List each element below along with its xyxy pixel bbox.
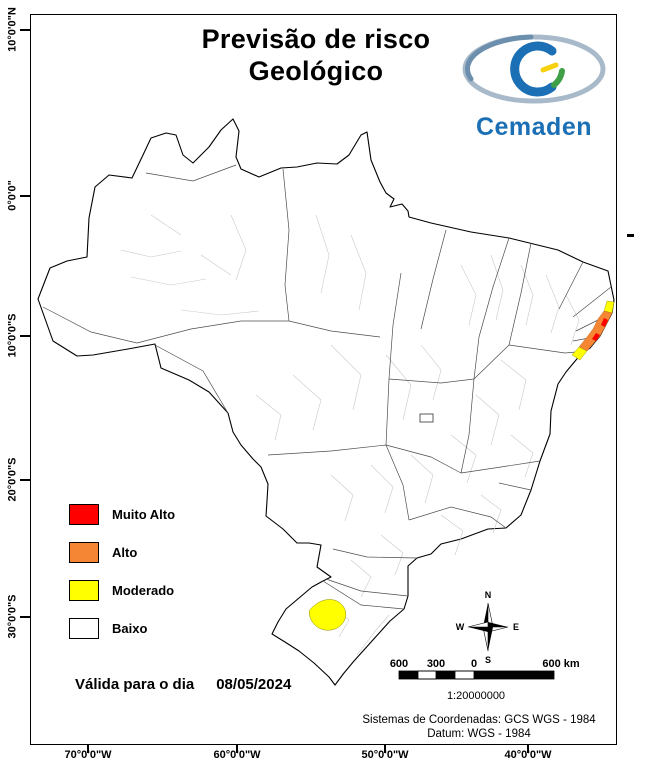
graticule-tick <box>20 479 30 481</box>
map-frame: N S E W 600 300 0 600 km 1:20000000 <box>30 14 617 745</box>
scale-label-600-left: 600 <box>390 658 408 670</box>
legend-label-alto: Alto <box>112 545 138 560</box>
graticule-tick <box>20 195 30 197</box>
risk-area-muito-alto-1 <box>601 318 608 327</box>
legend-item-baixo: Baixo <box>69 618 175 639</box>
legend-item-alto: Alto <box>69 542 175 563</box>
legend-item-moderado: Moderado <box>69 580 175 601</box>
lon-label-70w: 70°0'0"W <box>64 749 112 761</box>
graticule-tick <box>384 745 386 753</box>
lat-label-10s: 10°0'0"S <box>6 313 19 358</box>
map-title-line1: Previsão de risco <box>201 24 431 54</box>
map-footer: Sistemas de Coordenadas: GCS WGS - 1984 … <box>336 713 622 741</box>
legend-swatch-muito-alto <box>69 504 99 525</box>
scale-label-300: 300 <box>427 658 445 670</box>
legend-swatch-moderado <box>69 580 99 601</box>
legend-swatch-alto <box>69 542 99 563</box>
scale-label-0: 0 <box>471 658 477 670</box>
validity-date: 08/05/2024 <box>216 676 292 693</box>
legend-item-muito-alto: Muito Alto <box>69 504 175 525</box>
crs-note: Sistemas de Coordenadas: GCS WGS - 1984 <box>362 714 596 726</box>
risk-area-muito-alto-2 <box>592 333 600 341</box>
graticule-tick <box>20 616 30 618</box>
graticule-tick <box>527 745 529 753</box>
lon-label-40w: 40°0'0"W <box>504 749 552 761</box>
validity-note: Válida para o dia 08/05/2024 <box>75 676 291 693</box>
compass-arm <box>488 622 508 627</box>
island-mark <box>627 234 634 237</box>
lat-label-30s: 30°0'0"S <box>6 594 19 639</box>
lat-label-20s: 20°0'0"S <box>6 457 19 502</box>
compass-north-label: N <box>485 590 492 600</box>
scale-bar: 600 300 0 600 km 1:20000000 <box>390 658 580 702</box>
legend-label-muito-alto: Muito Alto <box>112 507 176 522</box>
compass-arm <box>467 621 489 628</box>
scale-label-600-right: 600 km <box>542 658 580 670</box>
cemaden-logo: Cemaden <box>458 31 610 142</box>
risk-area-moderado-rs <box>308 599 346 631</box>
brazil-map: N S E W 600 300 0 600 km 1:20000000 <box>37 118 615 702</box>
graticule-tick <box>87 745 89 753</box>
cemaden-eye-icon <box>462 34 606 104</box>
map-title-line2: Geológico <box>248 56 384 86</box>
scale-ratio: 1:20000000 <box>447 690 505 702</box>
state-boundaries <box>42 164 613 610</box>
graticule-tick <box>20 335 30 337</box>
df-box <box>419 413 434 423</box>
lat-label-0: 0°0'0" <box>6 180 19 211</box>
compass-rose: N S E W <box>456 590 519 665</box>
lat-label-10n: 10°0'0"N <box>6 7 19 52</box>
risk-area-moderado-south <box>571 346 588 361</box>
compass-south-label: S <box>485 655 491 665</box>
validity-label: Válida para o dia <box>75 676 195 693</box>
legend: Muito Alto Alto Moderado Baixo <box>69 504 175 656</box>
legend-label-baixo: Baixo <box>112 621 148 636</box>
lon-label-60w: 60°0'0"W <box>213 749 261 761</box>
compass-east-label: E <box>513 622 519 632</box>
graticule-tick <box>20 29 30 31</box>
compass-arm <box>483 603 488 627</box>
datum-note: Datum: WGS - 1984 <box>427 728 531 740</box>
legend-label-moderado: Moderado <box>112 583 175 598</box>
municipal-boundaries <box>120 214 580 656</box>
compass-arm <box>488 627 493 651</box>
legend-swatch-baixo <box>69 618 99 639</box>
compass-west-label: W <box>456 622 465 632</box>
graticule-tick <box>236 745 238 753</box>
cemaden-wordmark: Cemaden <box>475 113 593 141</box>
brazil-outline <box>37 118 615 686</box>
compass-arm <box>468 627 488 632</box>
map-title: Previsão de risco Geológico <box>151 23 481 87</box>
lon-label-50w: 50°0'0"W <box>361 749 409 761</box>
